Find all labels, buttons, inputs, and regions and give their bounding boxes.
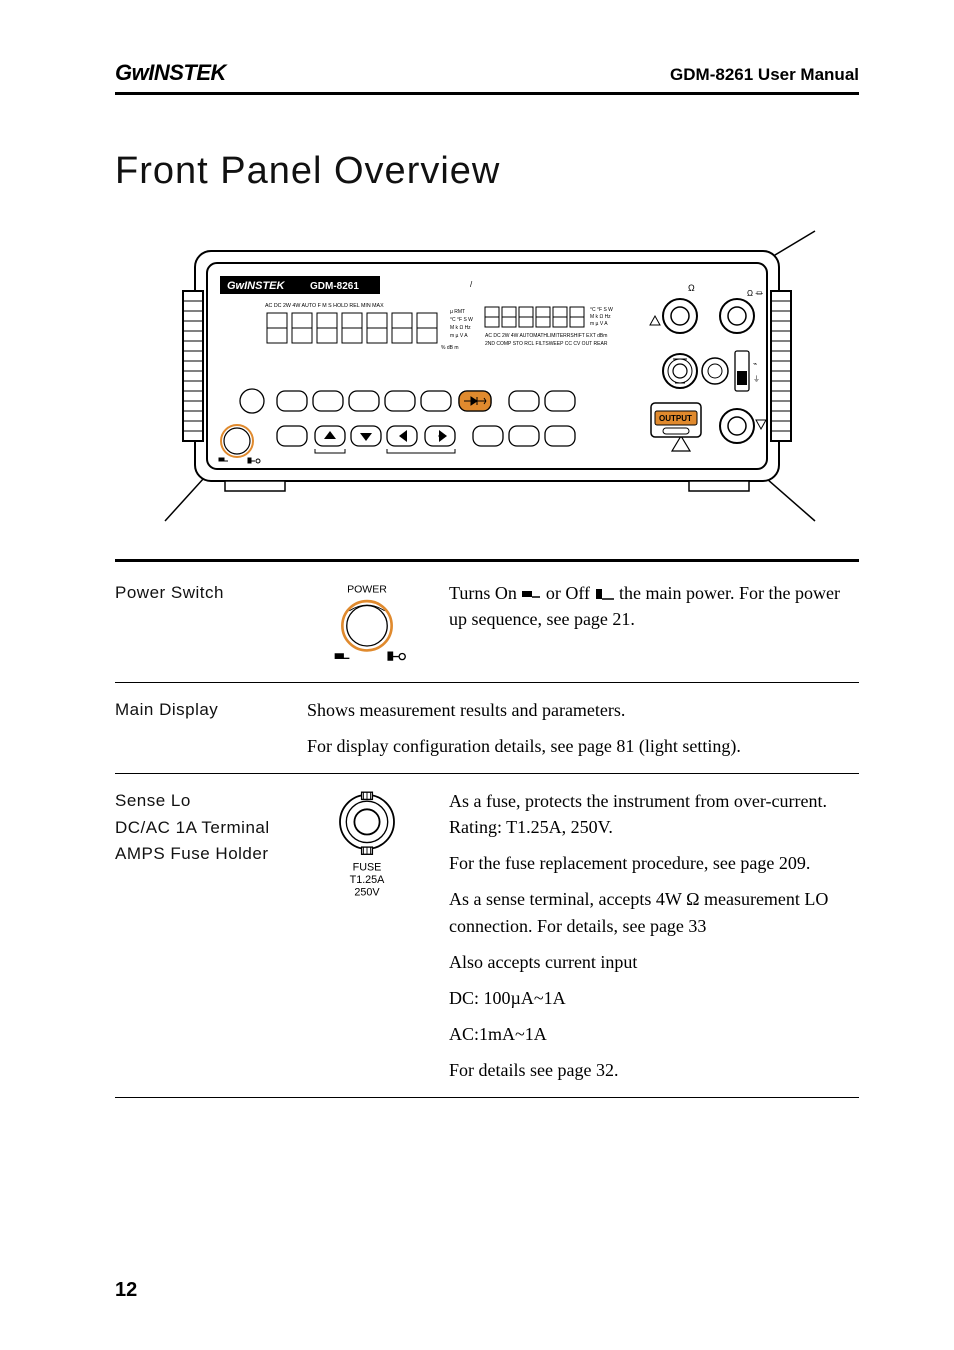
page-number: 12: [115, 1279, 137, 1302]
main-display-body-1: Shows measurement results and parameters…: [307, 697, 859, 723]
sense-lo-body-1: As a fuse, protects the instrument from …: [449, 788, 859, 840]
sense-lo-label-1: Sense Lo: [115, 788, 285, 814]
row-sense-lo: Sense Lo DC/AC 1A Terminal AMPS Fuse Hol…: [115, 788, 859, 1083]
section-title: Front Panel Overview: [115, 150, 859, 193]
sense-lo-body-7: For details see page 32.: [449, 1057, 859, 1083]
svg-text:m µ V A: m µ V A: [450, 333, 468, 339]
svg-text:GᴡINSTEK: GᴡINSTEK: [227, 280, 286, 292]
row-power-switch: Power Switch POWER Turns On or Off the m…: [115, 580, 859, 668]
row-label-main-display: Main Display: [115, 697, 285, 723]
sense-lo-body-5: DC: 100µA~1A: [449, 985, 859, 1011]
sense-lo-body-4: Also accepts current input: [449, 949, 859, 975]
svg-text:Ω ⏛: Ω ⏛: [747, 289, 763, 298]
sense-lo-body-3: As a sense terminal, accepts 4W Ω measur…: [449, 886, 859, 938]
svg-text:AC DC 2W 4W AUTOMATHLIMITERRSH: AC DC 2W 4W AUTOMATHLIMITERRSHIFT EXT dB…: [485, 333, 607, 339]
power-body-1: Turns On: [449, 583, 521, 603]
sense-lo-body-2: For the fuse replacement procedure, see …: [449, 850, 859, 876]
svg-text:T1.25A: T1.25A: [350, 874, 386, 886]
manual-title: GDM-8261 User Manual: [670, 65, 859, 85]
svg-text:M k Ω Hz: M k Ω Hz: [590, 314, 611, 320]
svg-text:µ RMT: µ RMT: [450, 309, 465, 315]
row-body-sense-lo: As a fuse, protects the instrument from …: [449, 788, 859, 1083]
svg-text:°C °F S W: °C °F S W: [450, 317, 473, 323]
svg-text:°C °F S W: °C °F S W: [590, 307, 613, 313]
svg-text:M k Ω Hz: M k Ω Hz: [450, 325, 471, 331]
svg-text:OUTPUT: OUTPUT: [659, 414, 692, 423]
power-off-icon: [595, 583, 615, 603]
svg-text:⌁: ⌁: [753, 361, 757, 368]
power-on-icon: [521, 583, 541, 603]
svg-text:GDM-8261: GDM-8261: [310, 281, 359, 292]
power-switch-icon: POWER: [307, 580, 427, 668]
svg-text:2ND COMP STO RCL FILTSWEEP CC: 2ND COMP STO RCL FILTSWEEP CC CV OUT REA…: [485, 341, 608, 347]
sense-lo-body-6: AC:1mA~1A: [449, 1021, 859, 1047]
svg-text:% dB m: % dB m: [441, 345, 459, 351]
separator-thin-1: [115, 682, 859, 683]
separator-thin-3: [115, 1097, 859, 1098]
svg-text:POWER: POWER: [347, 583, 387, 595]
row-label-sense-lo: Sense Lo DC/AC 1A Terminal AMPS Fuse Hol…: [115, 788, 285, 867]
separator-thick: [115, 559, 859, 562]
svg-text:AC DC 2W 4W AUTO F M S HOLD RE: AC DC 2W 4W AUTO F M S HOLD REL MIN MAX: [265, 303, 384, 309]
row-body-power-switch: Turns On or Off the main power. For the …: [449, 580, 859, 632]
svg-text:⏚: ⏚: [753, 375, 760, 383]
svg-text:250V: 250V: [354, 887, 380, 899]
svg-text:FUSE: FUSE: [353, 862, 382, 874]
row-body-main-display: Shows measurement results and parameters…: [307, 697, 859, 759]
page-header: GᴡINSTEK GDM-8261 User Manual: [115, 60, 859, 95]
power-body-2: or Off: [546, 583, 595, 603]
svg-text:m µ V A: m µ V A: [590, 321, 608, 327]
sense-lo-label-3: AMPS Fuse Holder: [115, 841, 285, 867]
fuse-terminal-icon: FUSE T1.25A 250V: [307, 788, 427, 908]
separator-thin-2: [115, 773, 859, 774]
sense-lo-label-2: DC/AC 1A Terminal: [115, 815, 285, 841]
device-illustration: GᴡINSTEK GDM-8261 / AC DC 2W 4W AUTO F M…: [115, 221, 859, 531]
main-display-body-2: For display configuration details, see p…: [307, 733, 859, 759]
row-main-display: Main Display Shows measurement results a…: [115, 697, 859, 759]
brand-logo: GᴡINSTEK: [115, 60, 226, 86]
svg-text:Ω: Ω: [688, 283, 695, 293]
row-label-power-switch: Power Switch: [115, 580, 285, 606]
